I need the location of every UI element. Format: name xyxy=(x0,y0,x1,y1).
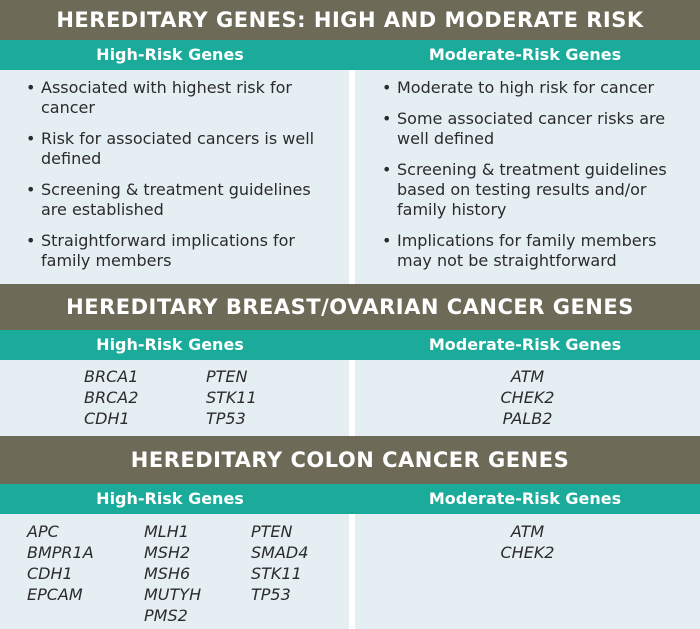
section1-high-header: High-Risk Genes xyxy=(96,45,244,64)
section1-moderate-list: Moderate to high risk for cancer Some as… xyxy=(382,78,692,282)
section2-moderate-col: ATM CHEK2 PALB2 xyxy=(355,366,700,429)
section1-title: HEREDITARY GENES: HIGH AND MODERATE RISK xyxy=(56,8,644,32)
section1-moderate-header: Moderate-Risk Genes xyxy=(428,45,622,64)
gene-name: PTEN xyxy=(251,522,293,541)
section3-moderate-col: ATM CHEK2 xyxy=(355,521,700,563)
section3-moderate-header: Moderate-Risk Genes xyxy=(428,489,622,508)
gene-name: CHEK2 xyxy=(500,388,555,407)
list-item: Screening & treatment guidelines are est… xyxy=(26,180,326,220)
section1-high-list: Associated with highest risk for cancer … xyxy=(26,78,326,282)
section3-high-col1: APC BMPR1A CDH1 EPCAM xyxy=(27,521,94,605)
gene-name: STK11 xyxy=(206,388,257,407)
section1-moderate-panel: Moderate to high risk for cancer Some as… xyxy=(355,70,700,284)
list-item: Risk for associated cancers is well defi… xyxy=(26,129,326,169)
gene-name: MUTYH xyxy=(144,585,202,604)
gene-name: PTEN xyxy=(206,367,248,386)
section1-high-panel: Associated with highest risk for cancer … xyxy=(0,70,349,284)
section1-title-band: HEREDITARY GENES: HIGH AND MODERATE RISK xyxy=(0,0,700,40)
gene-name: ATM xyxy=(510,367,545,386)
section2-high-header: High-Risk Genes xyxy=(96,335,244,354)
list-item: Associated with highest risk for cancer xyxy=(26,78,326,118)
section2-moderate-header: Moderate-Risk Genes xyxy=(428,335,622,354)
gene-name: BMPR1A xyxy=(27,543,94,562)
gene-name: PALB2 xyxy=(502,409,553,428)
gene-name: BRCA2 xyxy=(84,388,139,407)
gene-name: CDH1 xyxy=(84,409,130,428)
gene-name: ATM xyxy=(510,522,545,541)
section3-high-col2: MLH1 MSH2 MSH6 MUTYH PMS2 xyxy=(144,521,201,626)
gene-name: STK11 xyxy=(251,564,302,583)
section3-high-col3: PTEN SMAD4 STK11 TP53 xyxy=(251,521,308,605)
gene-name: MSH6 xyxy=(144,564,191,583)
gene-name: CDH1 xyxy=(27,564,73,583)
section3-moderate-panel: ATM CHEK2 xyxy=(355,514,700,629)
list-item: Screening & treatment guidelines based o… xyxy=(382,160,692,220)
section2-high-col1: BRCA1 BRCA2 CDH1 xyxy=(84,366,138,429)
gene-name: MSH2 xyxy=(144,543,191,562)
gene-name: MLH1 xyxy=(144,522,189,541)
gene-name: EPCAM xyxy=(27,585,83,604)
section3-header-row: High-Risk Genes Moderate-Risk Genes xyxy=(0,484,700,514)
section2-high-panel: BRCA1 BRCA2 CDH1 PTEN STK11 TP53 xyxy=(0,360,349,436)
list-item: Moderate to high risk for cancer xyxy=(382,78,692,98)
gene-name: APC xyxy=(27,522,59,541)
section3-title-band: HEREDITARY COLON CANCER GENES xyxy=(0,436,700,484)
section2-high-col2: PTEN STK11 TP53 xyxy=(206,366,257,429)
section2-title-band: HEREDITARY BREAST/OVARIAN CANCER GENES xyxy=(0,284,700,330)
gene-name: TP53 xyxy=(206,409,246,428)
gene-name: SMAD4 xyxy=(251,543,309,562)
section1-header-row: High-Risk Genes Moderate-Risk Genes xyxy=(0,40,700,70)
section3-title: HEREDITARY COLON CANCER GENES xyxy=(130,448,570,472)
section2-title: HEREDITARY BREAST/OVARIAN CANCER GENES xyxy=(66,295,634,319)
gene-name: CHEK2 xyxy=(500,543,555,562)
gene-name: TP53 xyxy=(251,585,291,604)
section2-header-row: High-Risk Genes Moderate-Risk Genes xyxy=(0,330,700,360)
section3-high-header: High-Risk Genes xyxy=(96,489,244,508)
list-item: Some associated cancer risks are well de… xyxy=(382,109,692,149)
list-item: Implications for family members may not … xyxy=(382,231,692,271)
section3-high-panel: APC BMPR1A CDH1 EPCAM MLH1 MSH2 MSH6 MUT… xyxy=(0,514,349,629)
gene-name: PMS2 xyxy=(144,606,188,625)
list-item: Straightforward implications for family … xyxy=(26,231,326,271)
gene-name: BRCA1 xyxy=(84,367,139,386)
section2-moderate-panel: ATM CHEK2 PALB2 xyxy=(355,360,700,436)
